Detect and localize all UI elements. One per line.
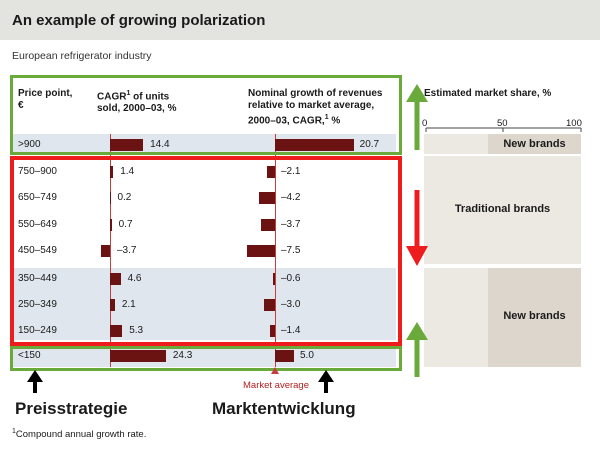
cagr-value-label: 2.1	[121, 299, 136, 310]
nominal-growth-value-label: –3.0	[281, 299, 301, 310]
header-nominal-growth: Nominal growth of revenues relative to m…	[248, 88, 383, 127]
header-price-point: Price point, €	[18, 88, 73, 111]
price-point-label: >900	[18, 138, 41, 150]
nominal-growth-bar	[275, 138, 354, 151]
band-lowest	[12, 345, 396, 367]
nominal-growth-bar	[267, 166, 275, 178]
chart-title: An example of growing polarization	[12, 12, 266, 29]
green-up-arrow-bottom-icon	[406, 322, 428, 377]
cagr-value-label: 4.6	[127, 273, 142, 284]
nominal-growth-bar	[246, 245, 275, 257]
black-up-arrow-left-icon	[27, 370, 43, 393]
band-low-price	[12, 268, 396, 340]
cagr-value-label: 0.2	[117, 192, 132, 203]
cagr-value-label: 1.4	[120, 166, 135, 177]
cagr-bar	[110, 192, 111, 204]
price-point-label: 550–649	[18, 219, 57, 230]
cagr-value-label: –3.7	[117, 245, 137, 256]
share-scale-max: 100	[566, 118, 582, 129]
green-box-header	[10, 75, 402, 155]
price-point-label: 450–549	[18, 245, 57, 256]
header-market-share: Estimated market share, %	[424, 88, 552, 99]
cagr-bar	[101, 245, 110, 257]
nominal-growth-bar	[263, 299, 275, 311]
nominal-growth-value-label: –3.7	[281, 219, 301, 230]
nominal-growth-bar	[275, 350, 294, 362]
price-point-label: 750–900	[18, 166, 57, 177]
price-point-label: 650–749	[18, 192, 57, 203]
cagr-bar	[110, 350, 166, 362]
chart-subtitle: European refrigerator industry	[12, 50, 152, 62]
cagr-bar	[110, 299, 115, 311]
red-down-arrow-icon	[406, 190, 428, 266]
cagr-value-label: 14.4	[150, 138, 170, 150]
nominal-growth-bar	[272, 273, 275, 285]
footnote: 1Compound annual growth rate.	[12, 428, 147, 441]
cagr-bar	[110, 219, 112, 231]
cagr-bar	[110, 138, 144, 151]
cagr-bar	[110, 166, 114, 178]
header-cagr: CAGR1 of units sold, 2000–03, %	[97, 90, 177, 115]
green-up-arrow-top-icon	[406, 84, 428, 150]
segment-low-label: New brands	[503, 310, 566, 322]
nominal-growth-value-label: 20.7	[359, 138, 380, 150]
share-fill-low	[488, 268, 581, 367]
market-average-label: Market average	[243, 380, 310, 391]
cagr-value-label: 0.7	[118, 219, 133, 230]
annotation-preisstrategie: Preisstrategie	[12, 399, 131, 419]
nominal-growth-value-label: –2.1	[281, 166, 301, 177]
nominal-growth-value-label: 5.0	[300, 350, 314, 361]
nominal-growth-value-label: –1.4	[281, 325, 301, 336]
share-scale-mid: 50	[497, 118, 508, 129]
nominal-growth-value-label: –7.5	[281, 245, 301, 256]
nominal-growth-value-label: –0.6	[281, 273, 301, 284]
share-fill-premium	[488, 134, 581, 154]
segment-traditional-label: Traditional brands	[454, 203, 551, 215]
share-panel-traditional	[424, 156, 581, 264]
price-point-label: 350–449	[18, 273, 57, 284]
nominal-growth-value-label: –4.2	[281, 192, 301, 203]
nominal-growth-bar	[259, 192, 275, 204]
red-box-mid-price	[10, 156, 402, 346]
title-bar	[0, 0, 600, 40]
nominal-growth-bar	[260, 219, 275, 231]
market-average-marker-icon	[271, 367, 279, 374]
price-point-label: 150–249	[18, 325, 57, 336]
cagr-value-label: 5.3	[129, 325, 144, 336]
nominal-growth-bar	[269, 325, 275, 337]
annotation-marktentwicklung: Marktentwicklung	[209, 399, 359, 419]
cagr-bar	[110, 325, 123, 337]
zero-line-nominal	[275, 134, 276, 367]
cagr-bar	[110, 273, 121, 285]
cagr-value-label: 24.3	[172, 350, 193, 361]
black-up-arrow-right-icon	[318, 370, 334, 393]
price-point-label: <150	[18, 350, 41, 361]
zero-line-cagr	[110, 134, 111, 367]
share-scale-min: 0	[422, 118, 428, 129]
segment-premium-label: New brands	[503, 138, 566, 150]
green-box-lowest	[10, 346, 402, 371]
price-point-label: 250–349	[18, 299, 57, 310]
